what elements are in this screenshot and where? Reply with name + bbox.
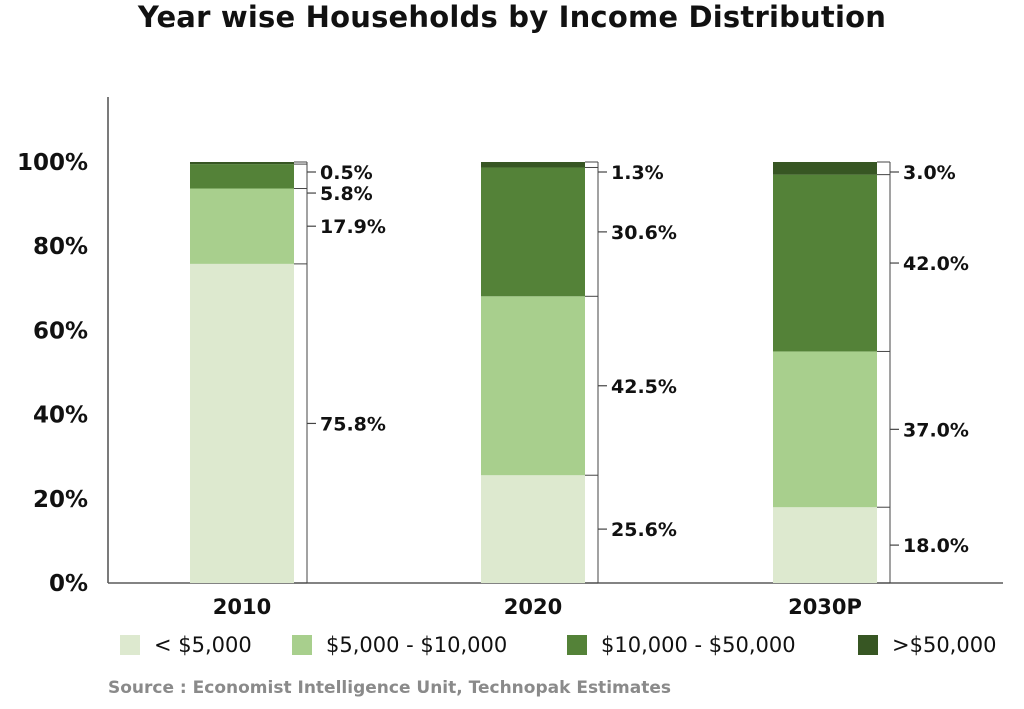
- legend-item-under-5000: < $5,000: [120, 630, 252, 660]
- bar-segment-2030p-50-000: [773, 162, 877, 175]
- data-label-2030p-50-000: 3.0%: [903, 162, 956, 184]
- data-label-2030p-10-000-50-000: 42.0%: [903, 253, 969, 275]
- legend-label-10000-50000: $10,000 - $50,000: [601, 633, 796, 657]
- bar-segment-2010-5-000-10-000: [190, 188, 294, 264]
- data-label-2010-5-000-10-000: 17.9%: [320, 216, 386, 238]
- data-label-2010-10-000-50-000: 5.8%: [320, 183, 373, 205]
- y-tick-label: 0%: [49, 571, 88, 597]
- legend-label-5000-10000: $5,000 - $10,000: [326, 633, 508, 657]
- bar-segment-2020-10-000-50-000: [481, 167, 585, 297]
- bar-segment-2010-50-000: [190, 162, 294, 165]
- y-tick-label: 60%: [33, 318, 88, 344]
- legend: < $5,000 $5,000 - $10,000 $10,000 - $50,…: [0, 630, 1024, 660]
- data-label-2020-5-000: 25.6%: [611, 519, 677, 541]
- data-label-2020-5-000-10-000: 42.5%: [611, 376, 677, 398]
- legend-swatch-5000-10000: [292, 635, 312, 655]
- bar-segment-2020-5-000-10-000: [481, 296, 585, 476]
- y-tick-label: 80%: [33, 234, 88, 260]
- legend-swatch-under-5000: [120, 635, 140, 655]
- source-note: Source : Economist Intelligence Unit, Te…: [108, 678, 671, 698]
- bar-segment-2020-50-000: [481, 162, 585, 168]
- legend-item-over-50000: >$50,000: [858, 630, 996, 660]
- bar-segment-2030p-10-000-50-000: [773, 174, 877, 352]
- chart-title: Year wise Households by Income Distribut…: [137, 0, 887, 34]
- data-label-2030p-5-000-10-000: 37.0%: [903, 419, 969, 441]
- stacked-bar-chart: 0% 20% 40% 60% 80% 100% 75.8% 17.9% 5.8%0.5% 2010…: [17, 97, 1003, 619]
- legend-label-under-5000: < $5,000: [154, 633, 252, 657]
- y-tick-label: 40%: [33, 403, 88, 429]
- x-tick-label-2010: 2010: [213, 595, 271, 619]
- legend-item-5000-10000: $5,000 - $10,000: [292, 630, 507, 660]
- bar-segment-2020-5-000: [481, 475, 585, 583]
- bar-segment-2030p-5-000: [773, 507, 877, 583]
- data-label-2020-10-000-50-000: 30.6%: [611, 222, 677, 244]
- legend-swatch-over-50000: [858, 635, 878, 655]
- legend-label-over-50000: >$50,000: [892, 633, 997, 657]
- legend-swatch-10000-50000: [567, 635, 587, 655]
- y-tick-label: 100%: [17, 150, 88, 176]
- data-label-2030p-5-000: 18.0%: [903, 535, 969, 557]
- bar-segment-2010-10-000-50-000: [190, 164, 294, 189]
- data-label-2020-50-000: 1.3%: [611, 162, 664, 184]
- data-label-2010-5-000: 75.8%: [320, 413, 386, 435]
- legend-item-10000-50000: $10,000 - $50,000: [567, 630, 796, 660]
- x-tick-label-2030p: 2030P: [788, 595, 862, 619]
- y-tick-label: 20%: [33, 487, 88, 513]
- x-tick-label-2020: 2020: [504, 595, 562, 619]
- bar-segment-2010-5-000: [190, 263, 294, 583]
- data-label-2010-50-000: 0.5%: [320, 162, 373, 184]
- bar-segment-2030p-5-000-10-000: [773, 351, 877, 508]
